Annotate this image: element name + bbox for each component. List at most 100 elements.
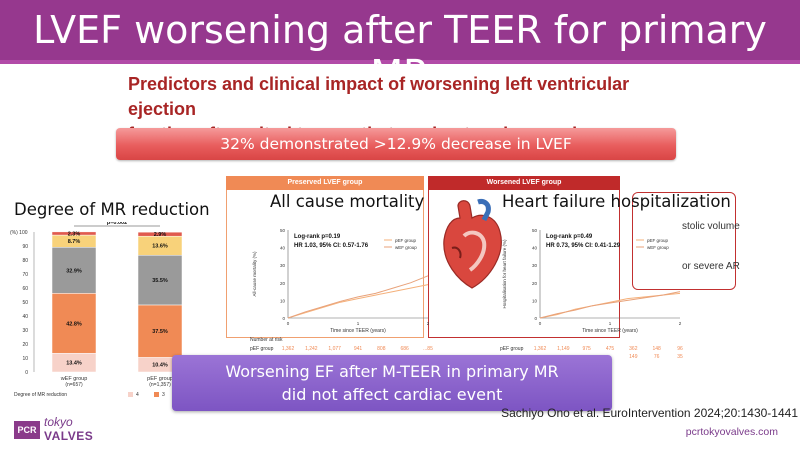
bar-segment: [51, 231, 97, 236]
mortality-risk-value: 686: [400, 346, 409, 352]
conclusion-line1: Worsening EF after M-TEER in primary MR: [225, 362, 559, 381]
hf-title: Heart failure hospitalization: [502, 192, 731, 211]
mortality-y-tick: 20: [280, 281, 286, 286]
bar-data-label: 37.5%: [152, 329, 168, 335]
logo-valves: VALVES: [44, 429, 94, 443]
mortality-risk-value: 941: [354, 346, 363, 352]
hf-y-tick: 50: [532, 228, 538, 233]
mortality-title: All cause mortality: [270, 192, 425, 211]
bar-data-label: 10.4%: [152, 363, 168, 369]
right-panel-line2: or severe AR: [682, 261, 740, 272]
bar-group-label: wEF group: [60, 376, 88, 382]
title-bar: [0, 0, 800, 64]
pcr-logo-box: PCR: [14, 421, 40, 439]
hf-legend-item: pEF group: [647, 238, 669, 243]
bar-data-label: 2.9%: [154, 232, 167, 238]
slide-title: LVEF worsening after TEER for primary MR: [33, 8, 767, 96]
hf-x-tick: 2: [679, 321, 682, 326]
hf-logrank: Log-rank p=0.49: [546, 234, 593, 240]
right-panel-line1: stolic volume: [682, 221, 740, 232]
pcr-tokyo-valves-logo: PCR tokyo VALVES: [14, 415, 104, 443]
preserved-tab: Preserved LVEF group: [226, 176, 424, 190]
hf-risk-value: 475: [606, 346, 615, 352]
hf-risk-value2: 76: [654, 354, 660, 360]
bar-y-tick: 90: [22, 244, 28, 250]
bar-group-label: pEF group: [147, 376, 173, 382]
mortality-risk-value: 1,242: [305, 346, 318, 352]
bar-legend-swatch: [128, 392, 133, 397]
mr-reduction-title: Degree of MR reduction: [14, 200, 210, 219]
bar-legend-label: Degree of MR reduction: [14, 392, 67, 398]
bar-data-label: 13.4%: [66, 361, 82, 367]
citation: Sachiyo Ono et al. EuroIntervention 2024…: [501, 406, 798, 420]
bar-y-tick: 20: [22, 342, 28, 348]
site-url[interactable]: pcrtokyovalves.com: [685, 426, 778, 438]
bar-y-tick: 60: [22, 286, 28, 292]
bar-data-label: 32.9%: [66, 268, 82, 274]
bar-data-label: 42.8%: [66, 321, 82, 327]
hf-risk-value: 975: [582, 346, 591, 352]
hf-legend-item: wEF group: [647, 245, 669, 250]
heart-illustration: [443, 199, 502, 289]
logo-tokyo: tokyo: [44, 415, 73, 429]
bar-segment: [137, 231, 183, 237]
mortality-y-tick: 30: [280, 263, 286, 268]
hf-series-line: [539, 291, 681, 319]
bar-y-tick: 40: [22, 314, 28, 320]
hf-risk-value: 362: [629, 346, 638, 352]
hf-risk-value2: 35: [677, 354, 683, 360]
hf-risk-value: 1,362: [534, 346, 547, 352]
conclusion-box: Worsening EF after M-TEER in primary MR …: [172, 355, 612, 411]
hf-y-tick: 20: [532, 281, 538, 286]
mortality-legend-item: pEF group: [395, 238, 417, 243]
mortality-y-tick: 50: [280, 228, 286, 233]
bar-group-n: (n=1,357): [149, 382, 171, 388]
hf-x-label: Time since TEER (years): [582, 328, 638, 334]
mortality-x-label: Time since TEER (years): [330, 328, 386, 334]
mortality-series-line: [287, 275, 429, 319]
bar-data-label: 8.7%: [68, 239, 81, 245]
mortality-logrank: Log-rank p=0.19: [294, 234, 341, 240]
bar-y-tick: 10: [22, 356, 28, 362]
bar-legend-swatch: [154, 392, 159, 397]
bar-y-label: (%) 100: [10, 230, 28, 236]
bar-segment: [51, 247, 97, 294]
bar-y-tick: 0: [25, 370, 28, 376]
hf-x-tick: 1: [609, 321, 612, 326]
hf-x-tick: 0: [539, 321, 542, 326]
mortality-hr: HR 1.03, 95% CI: 0.57-1.76: [294, 243, 369, 249]
hf-y-tick: 30: [532, 263, 538, 268]
mortality-risk-label: pEF group: [250, 346, 274, 352]
mortality-y-tick: 0: [282, 316, 285, 321]
mortality-y-tick: 10: [280, 298, 286, 303]
hf-risk-value: 96: [677, 346, 683, 352]
hf-risk-value: 1,149: [557, 346, 570, 352]
hf-risk-value2: 149: [629, 354, 638, 360]
hf-y-tick: 0: [534, 316, 537, 321]
bar-legend-item: 4: [136, 392, 139, 398]
hf-risk-label: pEF group: [500, 346, 524, 352]
mortality-risk-value: 1,362: [282, 346, 295, 352]
hf-hr: HR 0.73, 95% CI: 0.41-1.29: [546, 243, 621, 249]
bar-data-label: 13.6%: [152, 244, 168, 250]
bar-y-tick: 50: [22, 300, 28, 306]
key-finding-banner: 32% demonstrated >12.9% decrease in LVEF: [116, 128, 676, 160]
bar-segment: [51, 293, 97, 354]
mortality-chart: Log-rank p=0.19 HR 1.03, 95% CI: 0.57-1.7…: [250, 228, 433, 352]
bar-y-tick: 80: [22, 258, 28, 264]
mortality-x-tick: 2: [427, 321, 430, 326]
mortality-risk-value: ...85: [423, 346, 433, 352]
hf-risk-value: 148: [652, 346, 661, 352]
bar-segment: [137, 304, 183, 358]
mortality-x-tick: 0: [287, 321, 290, 326]
mortality-risk-value: 808: [377, 346, 386, 352]
mortality-risk-title: Number at risk: [250, 337, 283, 343]
hf-y-label: Hospitalisation for heart failure (%): [502, 239, 507, 309]
bar-segment: [137, 254, 183, 306]
bar-data-label: 2.3%: [68, 231, 81, 237]
mortality-x-tick: 1: [357, 321, 360, 326]
bar-data-label: 35.5%: [152, 278, 168, 284]
bar-group-n: (n=657): [65, 382, 83, 388]
right-info-panel: [632, 192, 736, 290]
bar-y-tick: 30: [22, 328, 28, 334]
